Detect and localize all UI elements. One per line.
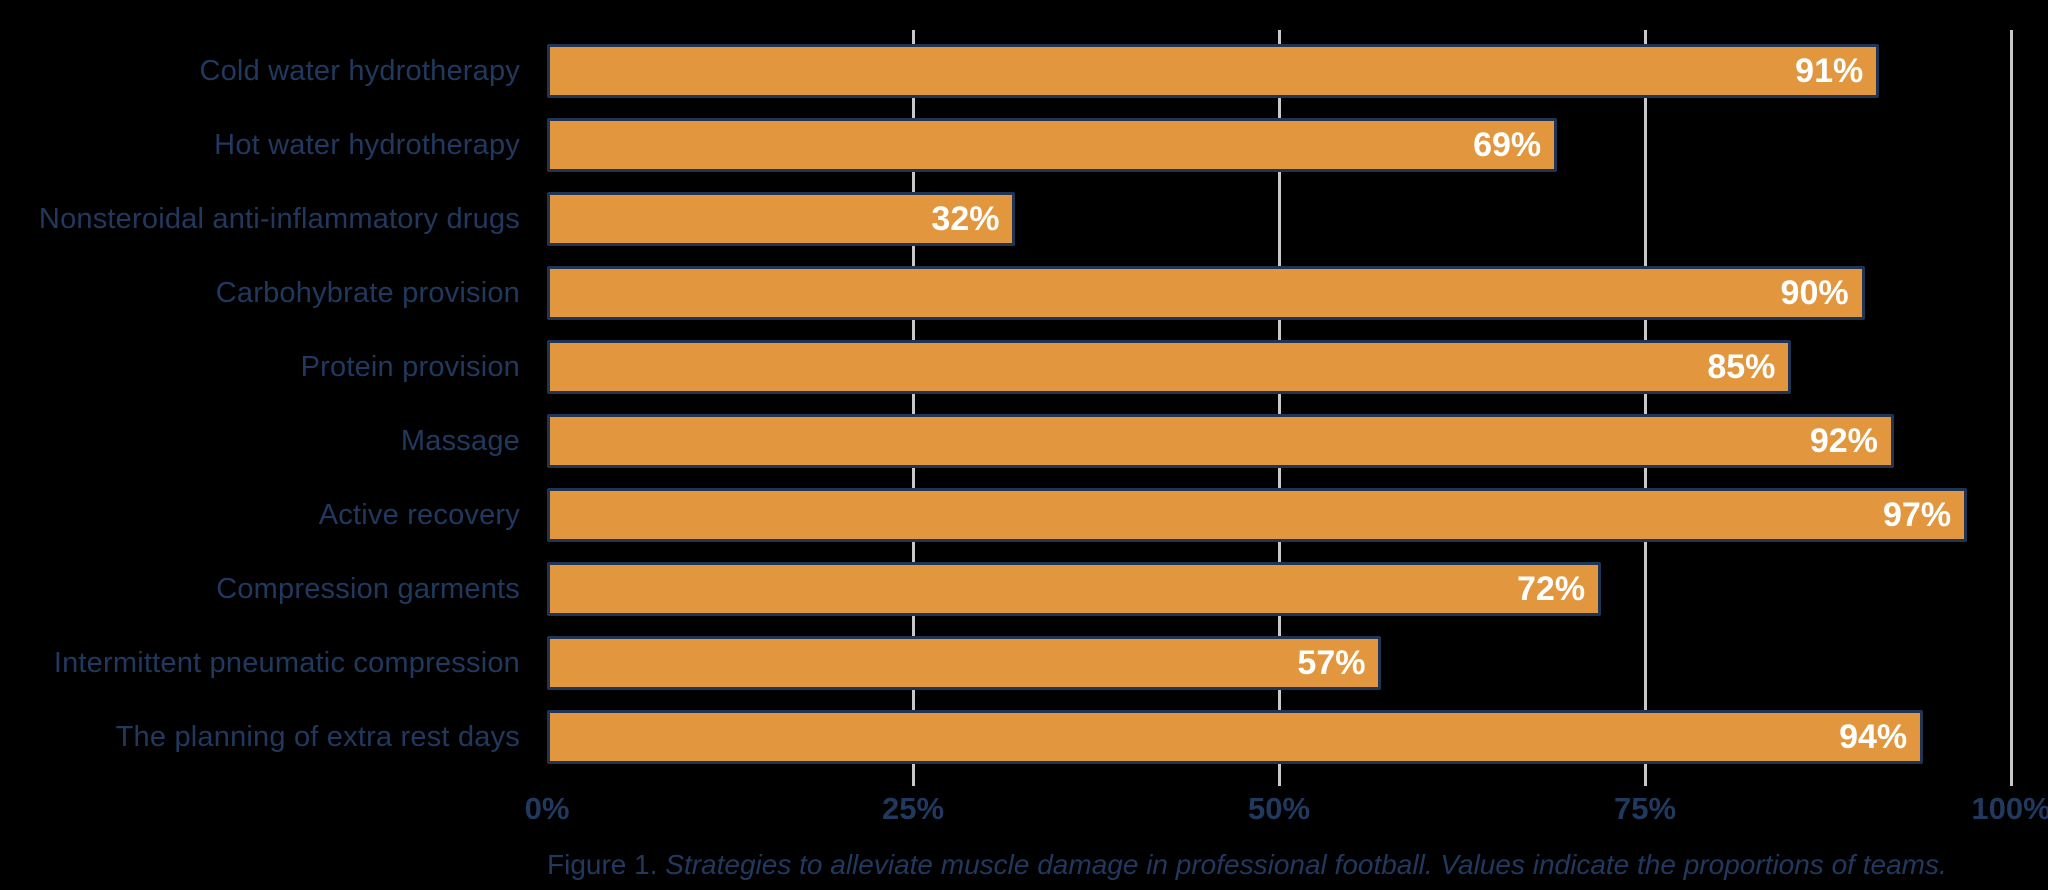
- x-axis-tick-label: 100%: [1971, 791, 2048, 826]
- x-axis-tick-label: 25%: [881, 791, 945, 826]
- bar-row: The planning of extra rest days 94%: [0, 700, 2011, 774]
- bar: 72%: [547, 562, 1602, 616]
- bar: 85%: [547, 340, 1792, 394]
- value-label: 91%: [1795, 51, 1864, 90]
- bar-row: Cold water hydrotherapy 91%: [0, 34, 2011, 108]
- value-label: 72%: [1517, 569, 1586, 608]
- gridline: [1277, 30, 1281, 786]
- category-label: The planning of extra rest days: [115, 720, 520, 753]
- value-label: 90%: [1780, 273, 1849, 312]
- bar-area: 92%: [547, 404, 2011, 478]
- gridline: [1643, 30, 1647, 786]
- gridline-layer: [547, 30, 2013, 786]
- bar-area: 91%: [547, 34, 2011, 108]
- category-label: Intermittent pneumatic compression: [53, 646, 520, 679]
- category-label: Massage: [400, 424, 520, 457]
- caption-prefix: Figure 1.: [547, 849, 666, 880]
- category-label: Compression garments: [216, 572, 520, 605]
- bar-area: 85%: [547, 330, 2011, 404]
- gridline: [2009, 30, 2013, 786]
- category-label: Carbohybrate provision: [215, 276, 520, 309]
- bar-row: Hot water hydrotherapy 69%: [0, 108, 2011, 182]
- value-label: 94%: [1839, 717, 1908, 756]
- x-axis-tick-label: 0%: [524, 791, 570, 826]
- value-label: 57%: [1297, 643, 1366, 682]
- caption-text: Strategies to alleviate muscle damage in…: [665, 849, 1947, 880]
- bar-rows: Cold water hydrotherapy 91% Hot water hydr…: [0, 34, 2011, 774]
- value-label: 92%: [1809, 421, 1878, 460]
- bar-area: 57%: [547, 626, 2011, 700]
- category-label: Hot water hydrotherapy: [214, 128, 520, 161]
- figure-caption: Figure 1. Strategies to alleviate muscle…: [547, 849, 1947, 881]
- x-axis-tick-label: 50%: [1247, 791, 1311, 826]
- bar-row: Nonsteroidal anti-inflammatory drugs 32%: [0, 182, 2011, 256]
- x-axis-tick-label: 75%: [1613, 791, 1677, 826]
- bar-area: 97%: [547, 478, 2011, 552]
- bar: 32%: [547, 192, 1016, 246]
- bar-area: 32%: [547, 182, 2011, 256]
- gridline: [911, 30, 915, 786]
- bar: 94%: [547, 710, 1924, 764]
- bar-area: 90%: [547, 256, 2011, 330]
- bar-row: Intermittent pneumatic compression 57%: [0, 626, 2011, 700]
- bar: 91%: [547, 44, 1880, 98]
- bar-row: Compression garments 72%: [0, 552, 2011, 626]
- bar-area: 94%: [547, 700, 2011, 774]
- bar: 92%: [547, 414, 1894, 468]
- category-label: Cold water hydrotherapy: [199, 54, 520, 87]
- bar: 90%: [547, 266, 1865, 320]
- x-axis: 0% 25% 50% 75% 100%: [525, 791, 2048, 827]
- bar: 69%: [547, 118, 1558, 172]
- bar-area: 69%: [547, 108, 2011, 182]
- value-label: 32%: [931, 199, 1000, 238]
- bar-row: Active recovery 97%: [0, 478, 2011, 552]
- bar-area: 72%: [547, 552, 2011, 626]
- bar-row: Protein provision 85%: [0, 330, 2011, 404]
- category-label: Nonsteroidal anti-inflammatory drugs: [38, 202, 520, 235]
- bar: 97%: [547, 488, 1968, 542]
- value-label: 97%: [1883, 495, 1952, 534]
- value-label: 69%: [1473, 125, 1542, 164]
- value-label: 85%: [1707, 347, 1776, 386]
- category-label: Protein provision: [300, 350, 520, 383]
- bar: 57%: [547, 636, 1382, 690]
- bar-row: Carbohybrate provision 90%: [0, 256, 2011, 330]
- category-label: Active recovery: [318, 498, 520, 531]
- bar-row: Massage 92%: [0, 404, 2011, 478]
